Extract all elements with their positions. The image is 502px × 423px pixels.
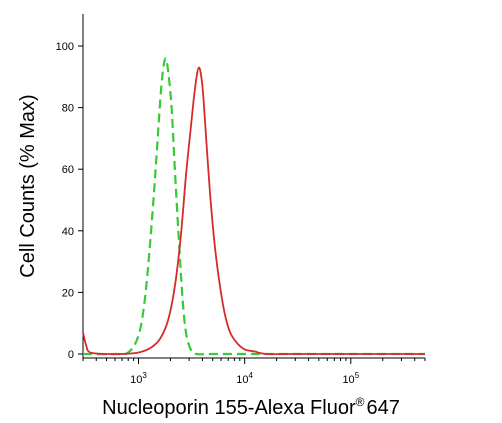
y-tick-label: 20 xyxy=(62,287,74,299)
x-tick-exponent: 5 xyxy=(355,371,360,380)
y-tick-label: 60 xyxy=(62,164,74,176)
x-tick-base: 10 xyxy=(342,374,354,386)
series-solid-red-line xyxy=(82,66,425,356)
y-tick-label: 0 xyxy=(68,349,74,361)
y-tick-label: 40 xyxy=(62,226,74,238)
x-tick-base: 10 xyxy=(236,374,248,386)
x-tick-base: 10 xyxy=(130,374,142,386)
x-tick-exponent: 4 xyxy=(249,371,254,380)
y-axis-title: Cell Counts (% Max) xyxy=(17,94,39,277)
y-axis-ticks: 0 20 40 60 80 100 xyxy=(56,41,83,361)
x-axis-ticks: 103 104 105 xyxy=(82,358,426,386)
x-tick-label: 104 xyxy=(236,371,253,386)
x-tick-exponent: 3 xyxy=(142,371,147,380)
x-tick-label: 105 xyxy=(342,371,359,386)
x-axis-title-superscript: ® xyxy=(356,395,365,409)
x-tick-label: 103 xyxy=(130,371,147,386)
y-tick-label: 100 xyxy=(56,41,74,53)
x-axis-title-main: Nucleoporin 155-Alexa Fluor xyxy=(102,397,356,419)
series-dashed-green-line xyxy=(82,57,425,356)
series-layer xyxy=(82,57,425,356)
plot-frame xyxy=(82,14,425,359)
y-tick-label: 80 xyxy=(62,103,74,115)
x-axis-title: Nucleoporin 155-Alexa Fluor® 647 xyxy=(102,395,400,419)
x-axis-title-suffix: 647 xyxy=(366,397,399,419)
